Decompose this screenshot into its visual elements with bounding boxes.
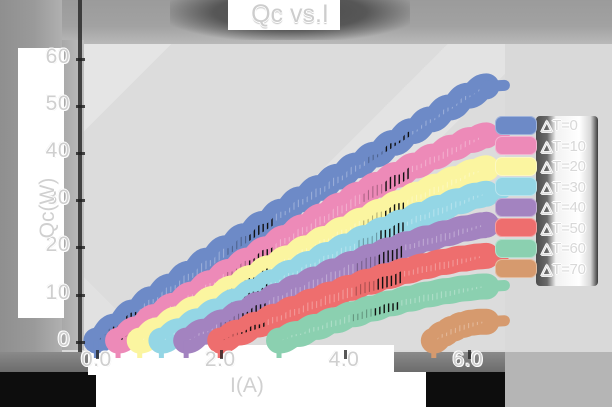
legend-item[interactable]: △T=40	[495, 197, 599, 218]
chart-legend: △T=0 △T=10 △T=20 △T=30 △T=40 △T=50 △T=60 △T=70	[495, 115, 599, 287]
x-tick-mark	[344, 350, 348, 359]
y-axis-title: Qc(W)	[36, 177, 59, 239]
legend-item[interactable]: △T=10	[495, 136, 599, 157]
y-tick-label: 10	[34, 280, 70, 304]
x-axis-title: I(A)	[230, 374, 264, 397]
legend-item[interactable]: △T=70	[495, 259, 599, 280]
series-tail	[480, 279, 510, 292]
series-band	[83, 73, 510, 354]
x-tick-label: 0.0	[81, 348, 112, 371]
legend-swatch	[495, 136, 537, 156]
legend-swatch	[495, 238, 537, 258]
x-tick-mark	[220, 350, 224, 359]
legend-label: △T=10	[541, 137, 586, 155]
y-tick-mark	[76, 58, 85, 62]
title-plate	[228, 0, 340, 30]
series-tail	[480, 79, 510, 92]
series-band-fill	[83, 73, 500, 354]
legend-swatch	[495, 197, 537, 217]
x-tick-label: 6.0	[452, 348, 484, 371]
y-tick-mark	[76, 152, 85, 156]
legend-swatch	[495, 177, 537, 197]
legend-swatch	[495, 218, 537, 238]
series-band	[266, 273, 510, 354]
y-tick-label: 0	[34, 327, 70, 351]
y-tick-text: 40	[45, 139, 70, 163]
y-tick-label: 20	[34, 233, 70, 257]
y-tick-text: 50	[45, 92, 70, 116]
y-tick-mark	[76, 293, 85, 297]
legend-swatch	[495, 259, 537, 279]
x-title-plate	[96, 372, 426, 407]
y-tick-mark	[76, 105, 85, 109]
y-tick-text: 20	[45, 233, 70, 257]
legend-swatch	[495, 156, 537, 176]
y-tick-text: 10	[45, 280, 70, 304]
y-tick-label: 50	[34, 92, 70, 116]
x-tick-label: 4.0	[328, 348, 360, 371]
legend-label: △T=70	[541, 260, 586, 278]
legend-label: △T=40	[541, 199, 586, 217]
legend-swatch	[495, 115, 537, 135]
series-band-fill	[266, 273, 500, 354]
legend-label: △T=20	[541, 158, 586, 176]
x-tick-mark	[467, 350, 471, 359]
legend-label: △T=30	[541, 178, 586, 196]
y-tick-text: 60	[45, 45, 70, 69]
series-band	[420, 308, 510, 354]
legend-item[interactable]: △T=20	[495, 156, 599, 177]
series-band-fill	[420, 308, 500, 354]
legend-item[interactable]: △T=60	[495, 238, 599, 259]
legend-item[interactable]: △T=30	[495, 177, 599, 198]
y-tick-mark	[76, 199, 85, 203]
series-tail	[480, 315, 510, 328]
legend-item[interactable]: △T=0	[495, 115, 599, 136]
legend-label: △T=60	[541, 240, 586, 258]
x-tick-mark	[96, 350, 100, 359]
legend-plate	[536, 116, 598, 286]
series-band-fill	[207, 242, 500, 354]
series-band-fill	[173, 211, 500, 354]
chart-title: Qc vs.I	[251, 0, 329, 28]
y-tick-label: 60	[34, 45, 70, 69]
y-label-plate	[18, 48, 64, 318]
y-tick-mark	[76, 340, 85, 344]
x-tick-label: 2.0	[204, 348, 236, 371]
y-tick-mark	[76, 246, 85, 250]
legend-item[interactable]: △T=50	[495, 218, 599, 239]
y-tick-label: 40	[34, 139, 70, 163]
y-tick-label: 30	[34, 186, 70, 210]
y-tick-text: 0	[57, 327, 70, 351]
legend-label: △T=0	[541, 117, 578, 135]
legend-label: △T=50	[541, 219, 586, 237]
y-tick-text: 30	[45, 186, 70, 210]
